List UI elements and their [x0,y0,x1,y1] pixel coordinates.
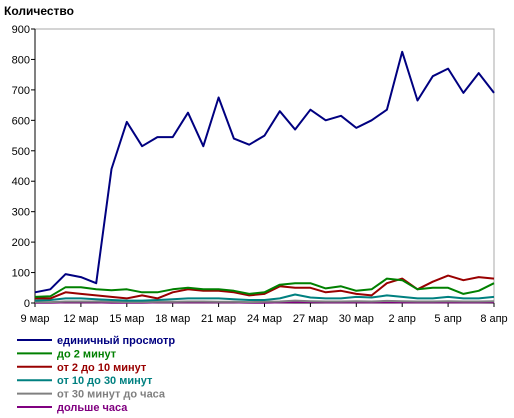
x-tick-label: 15 мар [109,313,144,325]
series-line-0 [34,50,495,294]
y-tick-label: 900 [12,24,30,36]
series-group [34,50,495,304]
y-axis-title: Количество [4,4,74,18]
x-tick-label: 12 мар [63,313,98,325]
legend-item: от 30 минут до часа [17,389,166,401]
y-tick-label: 300 [12,207,30,219]
legend-item: дольше часа [17,402,128,414]
y-tick-label: 200 [12,237,30,249]
legend-label: до 2 минут [57,348,117,360]
x-tick-label: 21 мар [201,313,236,325]
y-tick-label: 800 [12,54,30,66]
legend-item: до 2 минут [17,348,117,360]
series-line-3 [34,293,495,302]
x-tick-label: 30 мар [339,313,374,325]
series-line-2 [35,274,495,300]
x-tick-label: 5 апр [434,313,461,325]
y-tick-label: 500 [12,146,30,158]
y-tick-label: 100 [12,268,30,280]
legend-label: дольше часа [57,402,128,414]
legend-label: от 10 до 30 минут [57,375,153,387]
series-line-1 [34,277,495,298]
y-tick-label: 600 [12,115,30,127]
series-line-4 [35,299,495,304]
x-tick-label: 27 мар [293,313,328,325]
y-tick-label: 700 [12,85,30,97]
y-tick-label: 0 [24,298,30,310]
plot-frame [34,28,495,304]
plot-area: 0 100 200 300 400 500 600 700 800 900 9 мар 12 мар 1… [12,24,508,325]
legend-item: от 10 до 30 минут [17,375,153,387]
x-tick-label: 2 апр [389,313,416,325]
legend-label: от 30 минут до часа [57,389,166,401]
x-tick-label: 18 мар [155,313,190,325]
x-tick-label: 8 апр [480,313,507,325]
legend-item: единичный просмотр [17,335,175,347]
legend-label: единичный просмотр [57,335,175,347]
x-tick-label: 9 мар [21,313,50,325]
legend-item: от 2 до 10 минут [17,362,147,374]
x-tick-label: 24 мар [247,313,282,325]
y-tick-label: 400 [12,176,30,188]
legend-label: от 2 до 10 минут [57,362,147,374]
